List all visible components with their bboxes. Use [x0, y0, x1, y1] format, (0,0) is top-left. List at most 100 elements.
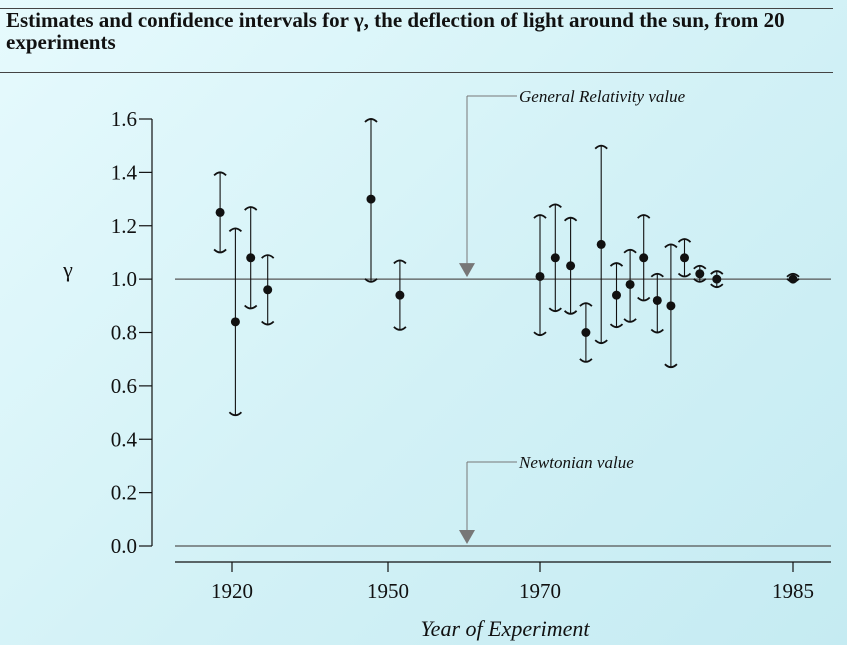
data-point-group [579, 302, 593, 363]
data-point-group [261, 254, 275, 326]
error-bar-cap-lower [244, 304, 258, 310]
annotation-label: Newtonian value [518, 453, 634, 472]
y-tick-label: 1.0 [111, 267, 137, 291]
error-bar-cap-upper [393, 259, 407, 265]
error-bar-cap-upper [548, 203, 562, 209]
error-bar-cap-upper [786, 272, 800, 278]
data-point-marker [652, 295, 662, 305]
chart-title: Estimates and confidence intervals for γ… [6, 8, 785, 54]
data-point-marker [366, 194, 376, 204]
error-bar-cap-lower [650, 328, 664, 334]
y-tick-label: 0.2 [111, 481, 137, 505]
data-point-group [710, 270, 724, 289]
data-point-marker [788, 274, 798, 284]
y-tick-label: 0.0 [111, 534, 137, 558]
y-axis: 0.0 0.2 0.4 0.6 0.8 1.0 1.2 1.4 1.6 [111, 107, 153, 558]
error-bar-cap-upper [563, 216, 578, 222]
error-bar-cap-lower [563, 310, 578, 315]
error-bar-cap-upper [677, 238, 692, 243]
chart-title-block: Estimates and confidence intervals for γ… [0, 0, 847, 78]
reference-annotations: General Relativity value Newtonian value [459, 87, 686, 544]
error-bar-cap-lower [261, 320, 275, 326]
error-bar-cap-upper [533, 214, 547, 219]
data-point-marker [625, 279, 635, 289]
error-bar-cap-upper [579, 302, 593, 307]
data-point-group [623, 248, 637, 323]
error-bar-cap-lower [623, 318, 637, 323]
error-bar-cap-lower [693, 278, 707, 283]
data-points [213, 118, 800, 417]
data-point-group [364, 118, 378, 283]
data-point-group [693, 264, 707, 283]
data-point-group [664, 243, 678, 369]
error-bar-cap-upper [364, 118, 378, 123]
x-tick-label: 1985 [772, 579, 814, 603]
error-bar-cap-lower [393, 326, 407, 331]
error-bar-cap-upper [594, 144, 608, 150]
data-point-marker [680, 253, 689, 263]
error-bar-cap-lower [710, 283, 724, 289]
title-bottom-rule [0, 72, 833, 73]
data-point-marker [596, 239, 606, 249]
error-bar-cap-lower [664, 363, 678, 369]
data-point-group [213, 171, 227, 254]
error-bar-cap-upper [244, 206, 258, 211]
error-bar-cap-upper [710, 270, 724, 275]
data-point-marker [535, 271, 545, 281]
error-bar-cap-lower [228, 411, 243, 417]
data-point-marker [695, 269, 705, 279]
data-point-marker [246, 253, 256, 263]
error-bar-cap-lower [637, 296, 651, 302]
data-point-marker [639, 253, 649, 263]
error-bar-cap-upper [664, 243, 678, 249]
error-bar-cap-upper [623, 248, 637, 254]
error-bar-cap-lower [594, 339, 608, 345]
y-tick-label: 0.6 [111, 374, 137, 398]
y-tick-label: 1.6 [111, 107, 137, 131]
error-bar-cap-upper [213, 171, 227, 177]
x-tick-label: 1970 [519, 579, 561, 603]
y-tick-label: 0.4 [111, 427, 138, 451]
data-point-marker [230, 317, 240, 327]
y-tick-label: 0.8 [111, 321, 137, 345]
data-point-marker [581, 328, 591, 337]
error-bar-cap-upper [261, 254, 275, 259]
data-point-marker [712, 274, 722, 284]
x-axis: 1920 1950 1970 1985 [175, 561, 831, 603]
error-bar-cap-lower [609, 323, 624, 329]
data-point-marker [395, 290, 405, 300]
x-tick-label: 1920 [211, 579, 253, 603]
error-bar-cap-upper [693, 264, 707, 270]
data-point-group [594, 144, 608, 345]
error-bar-cap-upper [228, 227, 243, 233]
error-bar-cap-lower [364, 278, 378, 283]
data-point-group [533, 214, 547, 337]
error-bar-cap-lower [548, 307, 562, 313]
data-point-marker [215, 207, 225, 217]
data-point-group [393, 259, 407, 331]
data-point-group [786, 272, 800, 284]
y-tick-label: 1.4 [111, 160, 138, 184]
title-top-rule [0, 8, 833, 9]
error-bar-cap-upper [650, 272, 664, 278]
annotation-arrow [459, 263, 475, 278]
data-point-marker [612, 290, 621, 300]
error-bar-cap-upper [637, 214, 651, 219]
error-bar-cap-lower [579, 358, 593, 363]
annotation-label: General Relativity value [519, 87, 686, 106]
y-axis-label: γ [62, 257, 73, 282]
data-point-marker [550, 253, 560, 263]
data-point-group [563, 216, 578, 315]
error-bar-cap-upper [609, 262, 624, 267]
data-point-group [244, 206, 258, 310]
x-axis-label: Year of Experiment [420, 616, 590, 641]
error-bar-cap-lower [677, 272, 692, 278]
reference-lines [175, 278, 831, 547]
data-point-group [650, 272, 664, 334]
annotation-arrow [459, 530, 475, 544]
error-bar-cap-lower [533, 331, 547, 337]
y-tick-label: 1.2 [111, 214, 137, 238]
data-point-marker [666, 301, 676, 311]
data-point-group [228, 227, 243, 417]
